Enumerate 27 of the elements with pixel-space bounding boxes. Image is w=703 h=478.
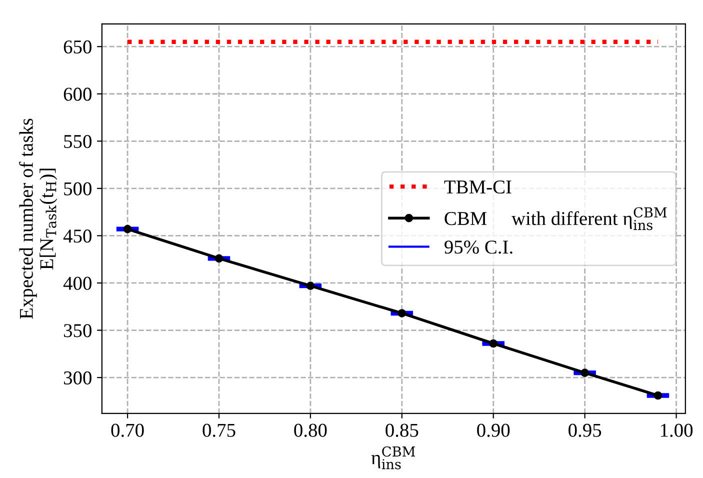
y-tick-label: 600: [64, 88, 92, 101]
x-tick-label: 0.80: [294, 424, 327, 437]
x-tick-label: 1.00: [660, 424, 693, 437]
point: [214, 254, 224, 263]
x-tick-label: 0.85: [386, 424, 418, 437]
y-tick-label: 650: [64, 40, 92, 54]
point: [580, 368, 589, 377]
y-tick-label: 550: [64, 134, 92, 148]
point: [123, 224, 132, 234]
annotation: 95% C.I.: [444, 240, 512, 254]
x-tick-label: 0.95: [568, 424, 602, 437]
y-tick-label: 300: [64, 371, 92, 384]
y-tick-label: 400: [63, 276, 92, 290]
point: [398, 309, 406, 318]
x-tick-label: 0.70: [111, 424, 144, 437]
x-tick-label: 0.75: [202, 424, 236, 437]
x-axis-title: η$^{CBM}$$_{ins}$: [371, 446, 416, 470]
y-axis-title: Expected number of tasks E[N$_{Task}$(t$_{H}$)]: [19, 118, 58, 319]
legend-label: CBM with different η$^{CBM}$$_{ins}$: [444, 207, 667, 230]
point: [306, 282, 315, 290]
legend-label: TBM-CI: [444, 180, 512, 194]
x-tick-label: 0.90: [477, 424, 510, 437]
y-tick-label: 500: [64, 182, 92, 196]
y-tick-label: 350: [64, 324, 92, 338]
point: [489, 339, 498, 348]
y-tick-label: 450: [63, 230, 92, 243]
point: [654, 391, 662, 400]
